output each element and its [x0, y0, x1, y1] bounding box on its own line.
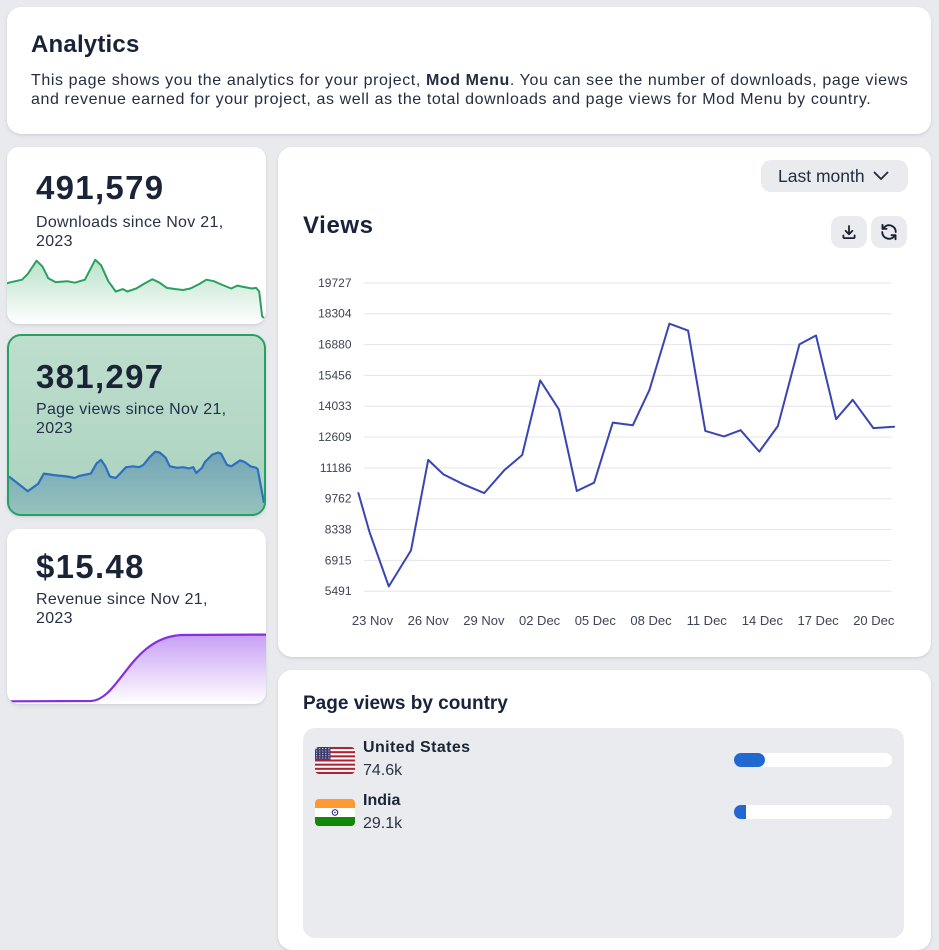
svg-text:12609: 12609 [318, 430, 352, 444]
svg-text:29 Nov: 29 Nov [463, 613, 505, 628]
svg-text:26 Nov: 26 Nov [408, 613, 450, 628]
svg-text:18304: 18304 [318, 307, 352, 321]
svg-text:6915: 6915 [325, 553, 352, 567]
svg-text:9762: 9762 [325, 492, 352, 506]
svg-text:8338: 8338 [325, 523, 352, 537]
svg-text:02 Dec: 02 Dec [519, 613, 561, 628]
svg-text:14033: 14033 [318, 399, 352, 413]
svg-text:5491: 5491 [325, 584, 352, 598]
svg-text:14 Dec: 14 Dec [742, 613, 784, 628]
svg-text:08 Dec: 08 Dec [630, 613, 672, 628]
svg-text:19727: 19727 [318, 276, 352, 290]
svg-text:20 Dec: 20 Dec [853, 613, 895, 628]
svg-text:05 Dec: 05 Dec [575, 613, 617, 628]
svg-text:11186: 11186 [320, 461, 352, 475]
svg-text:15456: 15456 [318, 368, 352, 382]
svg-text:16880: 16880 [318, 338, 352, 352]
svg-text:17 Dec: 17 Dec [797, 613, 839, 628]
svg-text:23 Nov: 23 Nov [352, 613, 394, 628]
svg-text:11 Dec: 11 Dec [687, 613, 728, 628]
